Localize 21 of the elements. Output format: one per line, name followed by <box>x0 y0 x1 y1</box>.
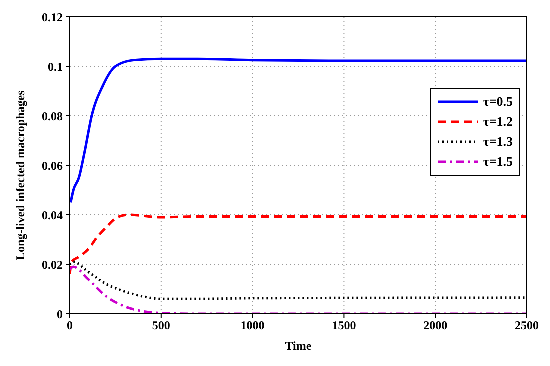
y-tick-label: 0 <box>57 307 63 322</box>
x-tick-label: 2500 <box>515 318 539 333</box>
line-series <box>70 214 527 276</box>
line-series <box>70 58 527 204</box>
y-tick-label: 0.04 <box>42 208 63 222</box>
legend-label: τ=1.2 <box>483 114 513 130</box>
legend-label: τ=0.5 <box>483 94 513 110</box>
y-tick-label: 0.06 <box>42 158 63 173</box>
y-tick-label: 0.08 <box>42 109 63 124</box>
legend-label: τ=1.3 <box>483 134 513 150</box>
legend-label: τ=1.5 <box>483 154 513 170</box>
y-tick-label: 0.12 <box>42 10 63 24</box>
x-tick-label: 1500 <box>332 318 356 333</box>
y-axis-title: Long-lived infected macrophages <box>13 90 28 260</box>
x-tick-label: 500 <box>152 318 170 333</box>
x-tick-label: 1000 <box>240 318 265 333</box>
y-tick-label: 0.1 <box>48 60 63 74</box>
x-tick-label: 0 <box>67 318 73 333</box>
y-tick-label: 0.02 <box>42 258 63 272</box>
x-axis-title: Time <box>285 339 312 353</box>
x-tick-label: 2000 <box>424 318 448 333</box>
